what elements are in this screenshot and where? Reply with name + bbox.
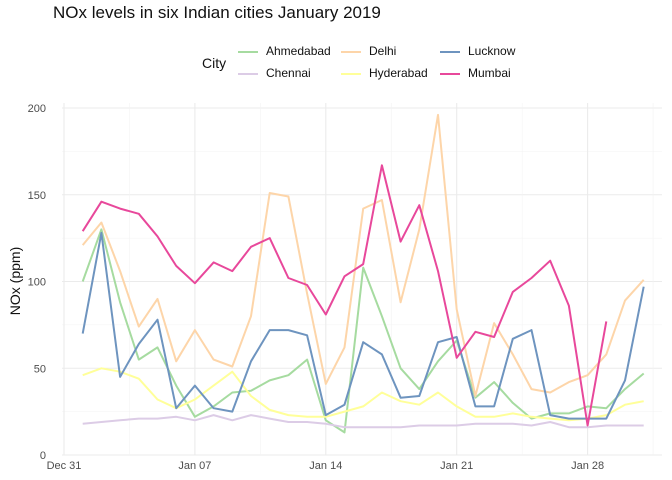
axis-layer: 0 50 100 150 200 Dec 31 Jan 07 Jan 14 Jan 21 Jan … <box>28 103 604 472</box>
y-tick-label: 150 <box>28 190 46 202</box>
series-layer <box>81 113 645 434</box>
legend-label-hyderabad: Hyderabad <box>369 66 428 80</box>
y-tick-label: 0 <box>40 450 46 462</box>
y-tick-label: 50 <box>34 363 46 375</box>
legend-label-lucknow: Lucknow <box>468 44 516 58</box>
x-tick-label: Jan 21 <box>440 460 473 472</box>
legend-key-mumbai <box>440 73 460 75</box>
legend-title: City <box>202 55 227 71</box>
series-line-lucknow <box>81 231 645 420</box>
legend: City Ahmedabad Chennai Delhi Hyderabad L… <box>202 43 542 89</box>
x-tick-label: Jan 28 <box>571 460 604 472</box>
legend-label-chennai: Chennai <box>266 66 311 80</box>
legend-label-delhi: Delhi <box>369 44 397 58</box>
series-line-delhi <box>81 113 645 397</box>
legend-label-ahmedabad: Ahmedabad <box>266 44 331 58</box>
y-tick-label: 200 <box>28 103 46 115</box>
legend-key-hyderabad <box>341 73 361 75</box>
series-line-mumbai <box>81 164 608 427</box>
legend-label-mumbai: Mumbai <box>468 66 511 80</box>
x-tick-label: Dec 31 <box>47 460 82 472</box>
x-tick-label: Jan 07 <box>178 460 211 472</box>
legend-key-chennai <box>238 73 258 75</box>
y-tick-label: 100 <box>28 277 46 289</box>
legend-key-delhi <box>341 51 361 53</box>
series-line-chennai <box>82 414 644 429</box>
x-tick-label: Jan 14 <box>309 460 342 472</box>
legend-key-lucknow <box>440 51 460 53</box>
chart-title: NOx levels in six Indian cities January … <box>53 3 381 22</box>
legend-key-ahmedabad <box>238 51 258 53</box>
y-axis-title: NOx (ppm) <box>7 247 23 315</box>
